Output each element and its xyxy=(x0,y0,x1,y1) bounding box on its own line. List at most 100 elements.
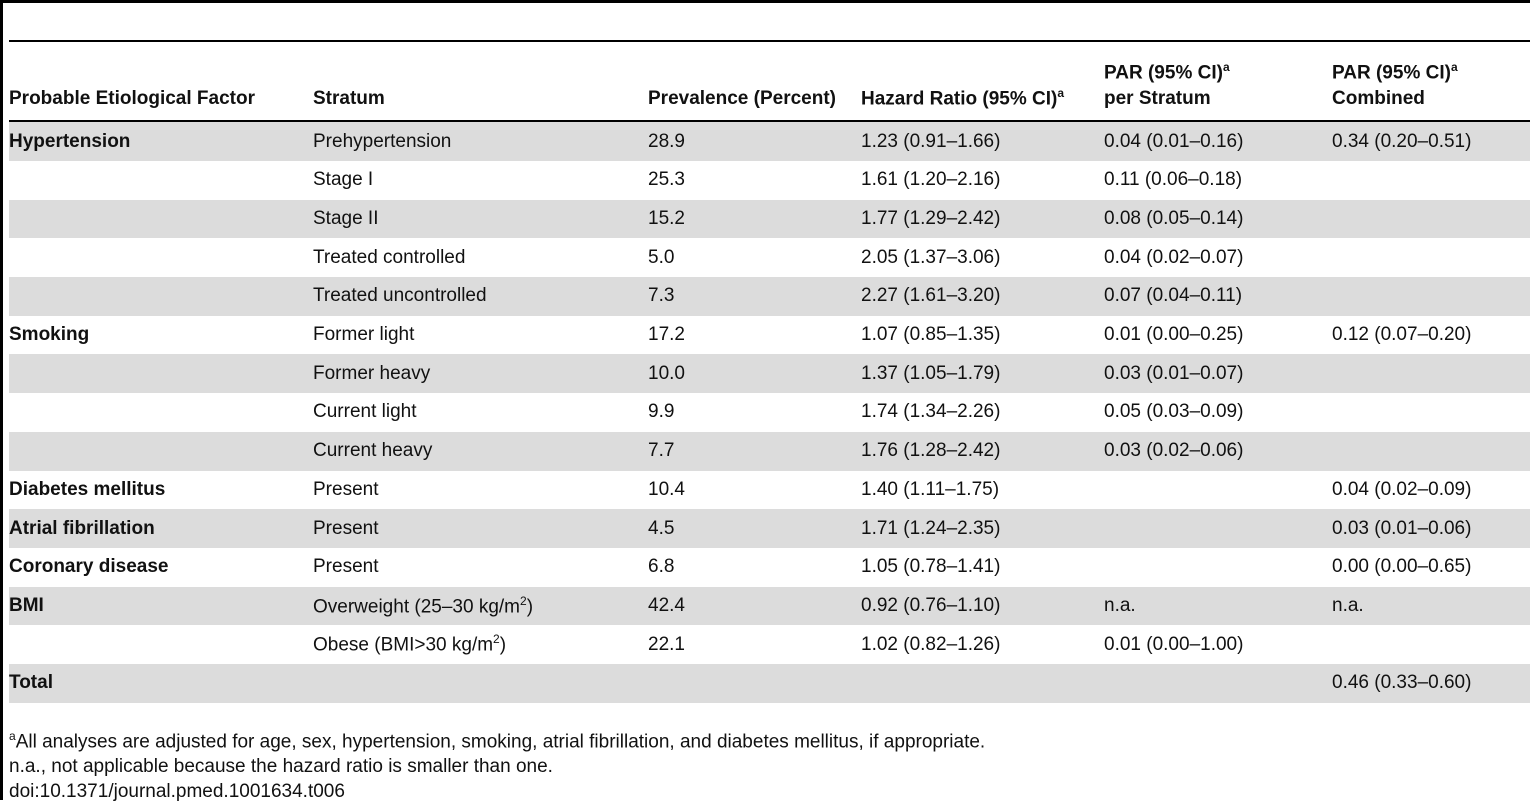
hazard-ratio-cell: 1.77 (1.29–2.42) xyxy=(861,199,1104,239)
header-par-combined: PAR (95% CI)a Combined xyxy=(1332,50,1530,123)
par-combined-cell xyxy=(1332,431,1530,471)
stratum-cell: Stage I xyxy=(313,169,374,191)
table-row: Hypertension Prehypertension 28.9 1.23 (0.9… xyxy=(9,121,1530,162)
stratum-cell: Overweight (25–30 kg/m2) xyxy=(313,586,648,626)
hazard-ratio-cell: 0.92 (0.76–1.10) xyxy=(861,586,1104,626)
prevalence-cell: 42.4 xyxy=(648,586,861,626)
hazard-ratio-cell: 1.37 (1.05–1.79) xyxy=(861,354,1104,394)
stratum-cell: Prehypertension xyxy=(313,121,648,162)
prevalence-cell: 15.2 xyxy=(648,199,861,239)
par-combined-cell xyxy=(1332,161,1530,200)
header-row: Probable Etiological Factor Stratum Prev… xyxy=(9,50,1530,123)
par-stratum-cell xyxy=(1104,471,1332,510)
par-combined-cell xyxy=(1332,238,1530,277)
par-stratum-cell xyxy=(1104,548,1332,587)
prevalence-cell: 28.9 xyxy=(648,121,861,162)
stratum-cell: Treated controlled xyxy=(313,246,466,268)
hazard-ratio-cell: 1.74 (1.34–2.26) xyxy=(861,401,1001,423)
par-combined-cell: 0.03 (0.01–0.06) xyxy=(1332,509,1530,548)
par-stratum-cell: 0.08 (0.05–0.14) xyxy=(1104,199,1332,239)
stratum-cell: Former heavy xyxy=(313,354,648,394)
hazard-ratio-cell: 1.07 (0.85–1.35) xyxy=(861,324,1001,346)
table-row: Coronary disease Present 6.8 1.05 (0.78–1.4… xyxy=(9,548,1530,587)
stratum-cell: Present xyxy=(313,478,379,500)
hazard-ratio-cell: 2.05 (1.37–3.06) xyxy=(861,246,1001,268)
par-table: Probable Etiological Factor Stratum Prev… xyxy=(9,50,1530,703)
par-combined-cell xyxy=(1332,393,1530,432)
factor-cell xyxy=(9,431,313,471)
prevalence-cell: 6.8 xyxy=(648,556,675,578)
footnote-a: aAll analyses are adjusted for age, sex,… xyxy=(9,729,986,753)
header-par-stratum: PAR (95% CI)a per Stratum xyxy=(1104,50,1332,123)
header-rule xyxy=(9,40,1530,42)
prevalence-cell: 22.1 xyxy=(648,633,685,655)
top-rule xyxy=(0,0,1530,3)
hazard-ratio-cell: 1.05 (0.78–1.41) xyxy=(861,556,1001,578)
par-stratum-cell: 0.04 (0.01–0.16) xyxy=(1104,121,1332,162)
prevalence-cell: 7.3 xyxy=(648,277,861,316)
par-combined-cell xyxy=(1332,354,1530,394)
par-stratum-cell xyxy=(1104,663,1332,703)
table-row: Smoking Former light 17.2 1.07 (0.85–1.35) 0… xyxy=(9,316,1530,355)
table-row: Stage I 25.3 1.61 (1.20–2.16) 0.11 (0.06–0.… xyxy=(9,161,1530,200)
table-row: Treated uncontrolled 7.3 2.27 (1.61–3.20) 0… xyxy=(9,277,1530,316)
par-combined-cell xyxy=(1332,199,1530,239)
table-row: Atrial fibrillation Present 4.5 1.71 (1.24–… xyxy=(9,509,1530,548)
hazard-ratio-cell: 2.27 (1.61–3.20) xyxy=(861,277,1104,316)
stratum-cell: Stage II xyxy=(313,199,648,239)
par-stratum-cell: 0.03 (0.02–0.06) xyxy=(1104,431,1332,471)
header-stratum: Stratum xyxy=(313,50,648,123)
par-stratum-cell xyxy=(1104,509,1332,548)
stratum-cell: Former light xyxy=(313,324,415,346)
stratum-cell: Current light xyxy=(313,401,417,423)
par-combined-cell: 0.04 (0.02–0.09) xyxy=(1332,478,1472,500)
par-combined-cell: n.a. xyxy=(1332,586,1530,626)
header-factor: Probable Etiological Factor xyxy=(9,50,313,123)
par-stratum-cell: 0.05 (0.03–0.09) xyxy=(1104,401,1244,423)
hazard-ratio-cell: 1.23 (0.91–1.66) xyxy=(861,121,1104,162)
stratum-cell: Present xyxy=(313,556,379,578)
factor-cell: Total xyxy=(9,663,313,703)
prevalence-cell xyxy=(648,663,861,703)
factor-cell: Atrial fibrillation xyxy=(9,509,313,548)
factor-cell: Hypertension xyxy=(9,121,313,162)
par-stratum-cell: n.a. xyxy=(1104,586,1332,626)
par-stratum-cell: 0.01 (0.00–0.25) xyxy=(1104,324,1244,346)
factor-cell xyxy=(9,161,313,200)
par-stratum-cell: 0.04 (0.02–0.07) xyxy=(1104,246,1244,268)
table-row: Stage II 15.2 1.77 (1.29–2.42) 0.08 (0.05–0… xyxy=(9,199,1530,239)
stratum-cell: Current heavy xyxy=(313,431,648,471)
prevalence-cell: 4.5 xyxy=(648,509,861,548)
factor-cell: Coronary disease xyxy=(9,556,169,578)
hazard-ratio-cell: 1.40 (1.11–1.75) xyxy=(861,478,1000,500)
factor-cell: Smoking xyxy=(9,324,90,346)
par-combined-cell: 0.46 (0.33–0.60) xyxy=(1332,663,1530,703)
hazard-ratio-cell: 1.71 (1.24–2.35) xyxy=(861,509,1104,548)
par-stratum-cell: 0.01 (0.00–1.00) xyxy=(1104,633,1244,655)
factor-cell xyxy=(9,354,313,394)
prevalence-cell: 10.0 xyxy=(648,354,861,394)
stratum-cell: Obese (BMI>30 kg/m2) xyxy=(313,632,507,656)
footnotes: aAll analyses are adjusted for age, sex,… xyxy=(9,724,985,804)
table-row: Obese (BMI>30 kg/m2) 22.1 1.02 (0.82–1.26)… xyxy=(9,625,1530,664)
left-border xyxy=(0,0,3,800)
table-row: Current heavy 7.7 1.76 (1.28–2.42) 0.03 (0.… xyxy=(9,431,1530,471)
table-row: Treated controlled 5.0 2.05 (1.37–3.06) 0.0… xyxy=(9,238,1530,277)
prevalence-cell: 17.2 xyxy=(648,324,685,346)
hazard-ratio-cell: 1.02 (0.82–1.26) xyxy=(861,633,1001,655)
table-body: Hypertension Prehypertension 28.9 1.23 (0.9… xyxy=(9,121,1530,703)
par-stratum-cell: 0.11 (0.06–0.18) xyxy=(1104,169,1243,191)
par-combined-cell: 0.34 (0.20–0.51) xyxy=(1332,121,1530,162)
par-combined-cell xyxy=(1332,277,1530,316)
table-row: Total 0.46 (0.33–0.60) xyxy=(9,663,1530,703)
prevalence-cell: 5.0 xyxy=(648,246,675,268)
par-stratum-cell: 0.03 (0.01–0.07) xyxy=(1104,354,1332,394)
hazard-ratio-cell: 1.61 (1.20–2.16) xyxy=(861,169,1001,191)
factor-cell xyxy=(9,199,313,239)
stratum-cell xyxy=(313,663,648,703)
par-combined-cell xyxy=(1332,625,1530,664)
prevalence-cell: 25.3 xyxy=(648,169,685,191)
footnote-na: n.a., not applicable because the hazard … xyxy=(9,756,553,778)
prevalence-cell: 9.9 xyxy=(648,401,675,423)
prevalence-cell: 10.4 xyxy=(648,478,685,500)
